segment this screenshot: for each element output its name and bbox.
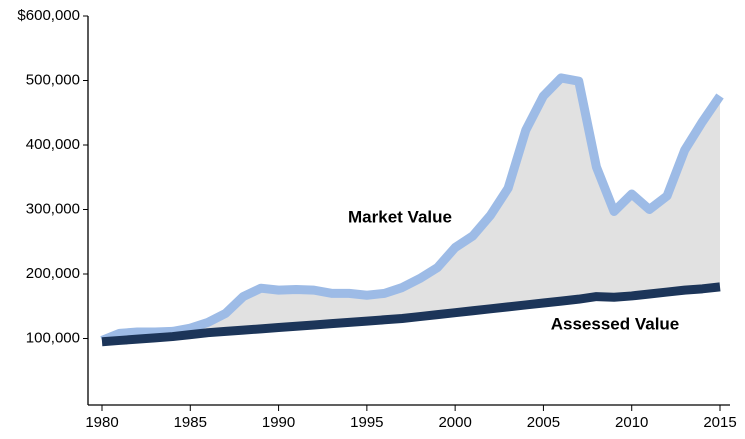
fill-between [102,77,720,342]
x-tick-label: 1985 [174,414,207,431]
x-tick-label: 2005 [527,414,560,431]
series-annotation: Market Value [348,207,452,226]
x-tick-label: 2010 [615,414,648,431]
y-tick-label: 100,000 [26,329,80,346]
y-tick-label: 200,000 [26,265,80,282]
x-tick-label: 2015 [703,414,736,431]
x-tick-label: 1995 [350,414,383,431]
y-tick-label: $600,000 [17,7,80,24]
x-tick-label: 2000 [438,414,471,431]
series-annotation: Assessed Value [551,314,680,333]
y-tick-label: 300,000 [26,200,80,217]
x-tick-label: 1990 [262,414,295,431]
series-line [101,282,721,347]
series-line [100,73,724,345]
x-tick-label: 1980 [85,414,118,431]
y-tick-label: 400,000 [26,136,80,153]
y-tick-label: 500,000 [26,71,80,88]
